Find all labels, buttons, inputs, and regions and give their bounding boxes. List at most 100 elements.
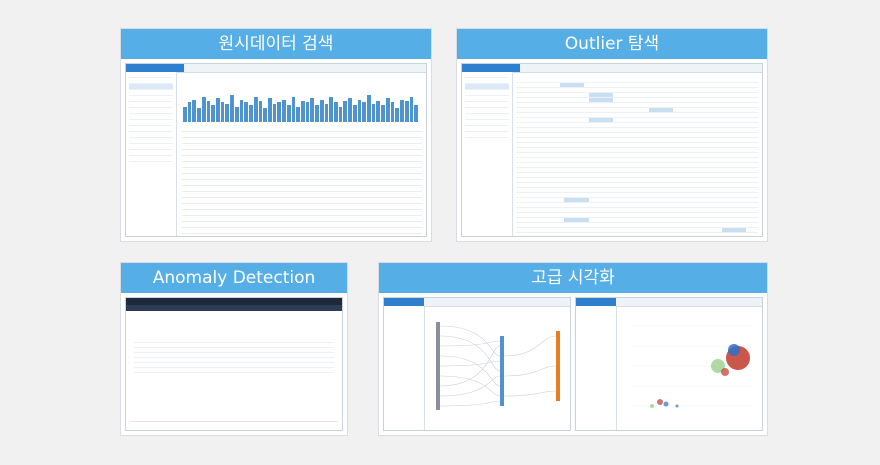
app-logo: [384, 298, 424, 306]
outlier-row: [516, 98, 758, 103]
sidebar: [126, 72, 177, 236]
app-logo: [462, 64, 520, 72]
outlier-row: [516, 228, 758, 233]
outlier-row: [516, 108, 758, 113]
histogram-bar: [296, 106, 300, 122]
card-title-anomaly-detection: Anomaly Detection: [121, 263, 347, 293]
histogram-bar: [282, 99, 286, 122]
histogram-bar: [319, 99, 324, 122]
outlier-row: [516, 138, 758, 143]
histogram-bar: [239, 99, 244, 122]
histogram-bar: [267, 98, 272, 122]
histogram-bar: [390, 102, 395, 122]
outlier-row: [516, 123, 758, 128]
histogram-bar: [324, 103, 329, 122]
outlier-row: [516, 133, 758, 138]
card-title-advanced-visualization: 고급 시각화: [379, 263, 767, 293]
histogram-bar: [234, 106, 239, 122]
outlier-row: [516, 93, 758, 98]
histogram-bar: [371, 103, 376, 122]
outlier-row: [516, 213, 758, 218]
histogram-bar: [258, 101, 263, 122]
card-title-outlier: Outlier 탐색: [457, 29, 767, 59]
histogram-bar: [357, 99, 362, 122]
histogram-bar: [263, 108, 267, 122]
histogram-bar: [404, 101, 409, 122]
histogram-bar: [286, 105, 291, 122]
app-menu: [126, 305, 342, 311]
histogram-bar: [367, 95, 371, 122]
outlier-row: [516, 208, 758, 213]
outlier-cell: [588, 98, 613, 102]
screenshot-bubble-chart: [575, 297, 763, 431]
histogram-bar: [291, 96, 296, 122]
card-advanced-visualization: 고급 시각화: [378, 262, 768, 436]
histogram-bar: [385, 98, 390, 122]
histogram-bar: [220, 102, 225, 122]
app-logo: [126, 64, 184, 72]
card-raw-data-search: 원시데이터 검색: [120, 28, 432, 242]
app-header: [126, 298, 342, 305]
outlier-row: [516, 173, 758, 178]
app-topbar: [126, 64, 426, 73]
histogram-bar: [277, 102, 282, 122]
outlier-row: [516, 168, 758, 173]
app-topbar: [384, 298, 570, 307]
histogram-bar: [206, 101, 211, 122]
histogram-bar: [244, 102, 249, 122]
outlier-row: [516, 163, 758, 168]
outlier-row: [516, 223, 758, 228]
outlier-row: [516, 83, 758, 88]
sidebar: [384, 306, 425, 430]
histogram-bar: [211, 105, 216, 122]
histogram-bar: [201, 96, 206, 122]
histogram-bar: [338, 106, 343, 122]
card-outlier: Outlier 탐색: [456, 28, 768, 242]
outlier-table: [516, 78, 758, 233]
histogram-bar: [395, 108, 400, 122]
outlier-cell: [588, 93, 613, 97]
histogram-bar: [253, 96, 258, 122]
outlier-cell: [559, 83, 584, 87]
histogram-bar: [348, 98, 352, 122]
app-logo: [576, 298, 616, 306]
outlier-row: [516, 103, 758, 108]
bubble-chart: [632, 325, 752, 408]
card-title-raw-data-search: 원시데이터 검색: [121, 29, 431, 59]
histogram-bar: [183, 106, 187, 122]
sidebar: [576, 306, 617, 430]
histogram-bar: [343, 101, 348, 122]
outlier-cell: [649, 108, 674, 112]
histogram-bar: [300, 101, 305, 122]
outlier-cell: [564, 198, 589, 202]
histogram-bar: [329, 96, 333, 122]
histogram-bar: [334, 102, 338, 122]
sidebar: [462, 72, 513, 236]
outlier-cell: [588, 118, 613, 122]
outlier-row: [516, 153, 758, 158]
outlier-cell: [564, 218, 589, 222]
screenshot-outlier: [461, 63, 763, 237]
histogram-bar: [192, 99, 197, 122]
outlier-row: [516, 143, 758, 148]
outlier-row: [516, 188, 758, 193]
histogram-bar: [197, 108, 201, 122]
histogram-bar: [216, 98, 220, 122]
outlier-row: [516, 158, 758, 163]
outlier-row: [516, 178, 758, 183]
sankey-diagram: [436, 322, 560, 410]
histogram-bar: [305, 102, 310, 122]
histogram-bar: [272, 103, 277, 122]
app-topbar: [576, 298, 762, 307]
histogram-bar: [409, 96, 414, 122]
pagination: [130, 421, 338, 428]
outlier-row: [516, 233, 758, 236]
card-anomaly-detection: Anomaly Detection: [120, 262, 348, 436]
histogram-bar: [315, 105, 319, 122]
histogram-bar: [230, 95, 234, 122]
anomaly-table: [134, 338, 334, 373]
outlier-row: [516, 113, 758, 118]
histogram-bar: [187, 102, 192, 122]
outlier-row: [516, 118, 758, 123]
histogram-bar: [362, 102, 367, 122]
